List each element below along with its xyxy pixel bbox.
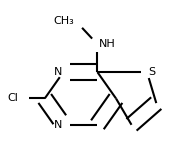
Text: N: N [53,67,62,77]
Text: Cl: Cl [8,93,18,104]
Text: CH₃: CH₃ [53,16,74,26]
Text: N: N [53,120,62,130]
Text: NH: NH [99,39,116,49]
Text: S: S [148,67,156,77]
